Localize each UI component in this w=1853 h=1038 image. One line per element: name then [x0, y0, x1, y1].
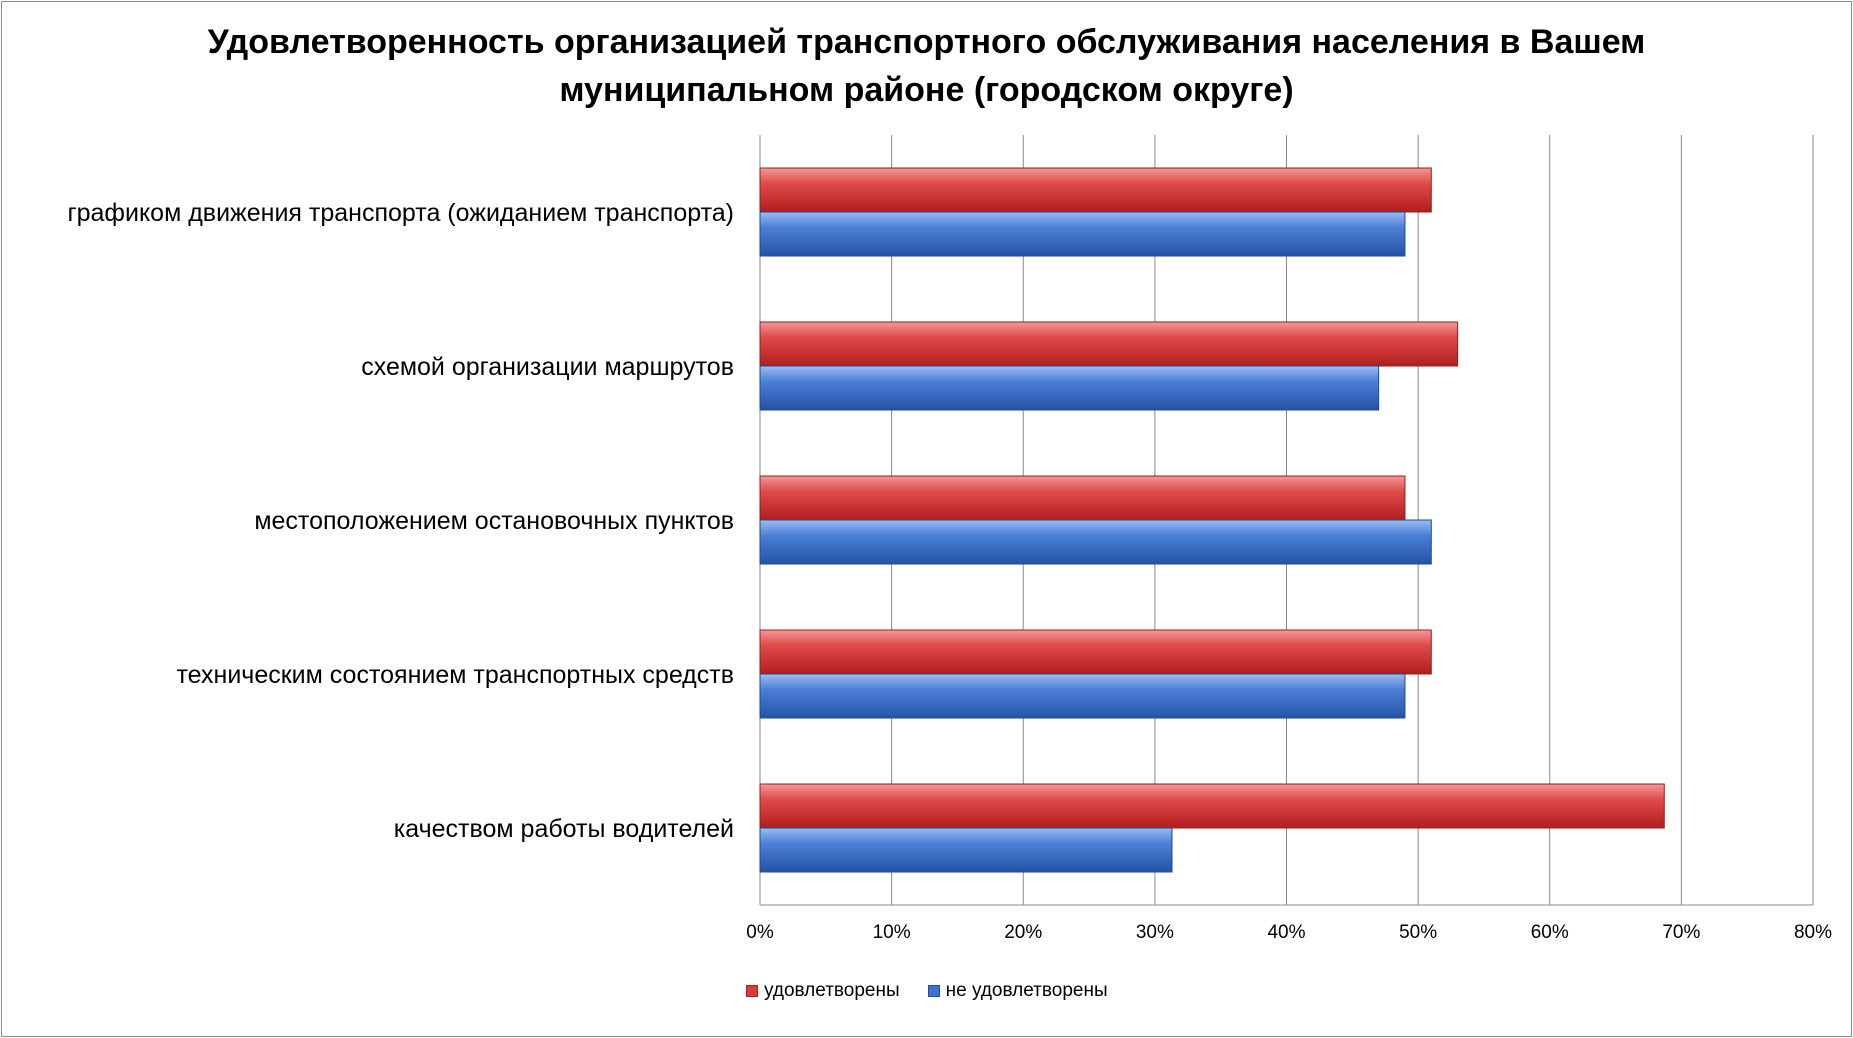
bar-satisfied-3 — [759, 629, 1432, 675]
category-label-0: графиком движения транспорта (ожиданием … — [67, 199, 734, 227]
x-tick-label-8: 80% — [1794, 922, 1832, 943]
bar-satisfied-1 — [759, 321, 1459, 367]
category-label-4: качеством работы водителей — [394, 815, 734, 843]
chart-title: Удовлетворенность организацией транспорт… — [0, 18, 1853, 114]
legend: удовлетворены не удовлетворены — [746, 980, 1108, 1002]
bar-not-satisfied-3 — [759, 673, 1406, 719]
bar-satisfied-4 — [759, 783, 1665, 829]
category-label-2: местоположением остановочных пунктов — [254, 507, 734, 535]
legend-swatch-satisfied — [746, 985, 758, 997]
bar-satisfied-0 — [759, 167, 1432, 213]
bar-not-satisfied-0 — [759, 211, 1406, 257]
x-tick-label-5: 50% — [1399, 922, 1437, 943]
x-tick-label-3: 30% — [1136, 922, 1174, 943]
bar-satisfied-2 — [759, 475, 1406, 521]
bar-not-satisfied-2 — [759, 519, 1432, 565]
legend-label-satisfied: удовлетворены — [764, 980, 900, 1001]
bar-not-satisfied-4 — [759, 827, 1173, 873]
x-tick-label-6: 60% — [1531, 922, 1569, 943]
x-tick-label-4: 40% — [1267, 922, 1305, 943]
legend-swatch-not-satisfied — [927, 985, 940, 997]
category-label-3: техническим состоянием транспортных сред… — [177, 661, 734, 689]
x-tick-label-1: 10% — [873, 922, 911, 943]
x-tick-label-0: 0% — [746, 922, 774, 943]
x-tick-label-7: 70% — [1662, 922, 1700, 943]
legend-item-satisfied: удовлетворены — [746, 980, 900, 1002]
category-label-1: схемой организации маршрутов — [361, 353, 734, 381]
chart-title-line-1: Удовлетворенность организацией транспорт… — [207, 23, 1646, 61]
legend-item-not-satisfied: не удовлетворены — [927, 980, 1108, 1002]
x-tick-label-2: 20% — [1004, 922, 1042, 943]
chart-title-line-2: муниципальном районе (городском округе) — [559, 71, 1294, 109]
legend-label-not-satisfied: не удовлетворены — [945, 980, 1108, 1001]
bar-not-satisfied-1 — [759, 365, 1380, 411]
